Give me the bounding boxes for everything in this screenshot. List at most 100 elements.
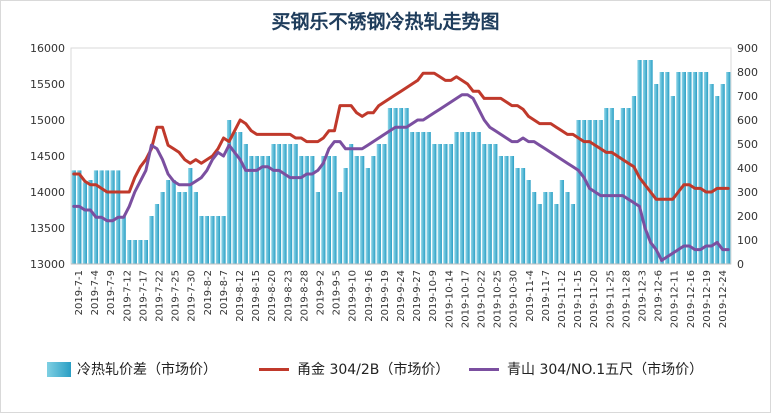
spread-bar: [482, 144, 487, 264]
spread-bar: [443, 144, 448, 264]
x-axis-tick-label: 2019-11-12: [557, 270, 568, 328]
legend-line-swatch-yongjin: [259, 367, 289, 371]
spread-bar: [698, 72, 703, 264]
spread-bar: [703, 72, 709, 264]
legend-item-qingshan: 青山 304/NO.1五尺（市场价）: [469, 356, 703, 382]
spread-bar: [565, 192, 570, 264]
spread-bar: [265, 156, 270, 264]
spread-bar: [587, 120, 592, 264]
x-axis-tick-label: 2019-11-7: [541, 270, 552, 322]
x-axis-tick-label: 2019-10-14: [444, 270, 455, 328]
x-axis-tick-label: 2019-10-25: [493, 270, 504, 328]
legend-label-yongjin: 甬金 304/2B（市场价）: [297, 362, 450, 378]
x-axis-tick-label: 2019-7-25: [171, 270, 182, 322]
spread-bar: [681, 72, 686, 264]
x-axis-tick-label: 2019-12-19: [702, 270, 713, 328]
spread-bar: [465, 132, 470, 264]
x-axis-tick-label: 2019-9-24: [396, 270, 407, 322]
x-axis-tick-label: 2019-9-5: [332, 270, 343, 315]
x-axis-tick-label: 2019-8-12: [235, 270, 246, 322]
spread-bar: [604, 108, 609, 264]
x-axis-tick-label: 2019-12-11: [670, 270, 681, 328]
spread-bar: [365, 168, 370, 264]
spread-bar: [71, 170, 76, 264]
x-axis-tick-label: 2019-9-19: [380, 270, 391, 322]
chart-plot-area: 13000 13500 14000 14500 15000 15500 16000 0 100 2…: [30, 42, 758, 328]
spread-bar: [493, 144, 498, 264]
spread-bar: [321, 156, 326, 264]
right-axis-tick-label: 0: [737, 258, 744, 271]
x-axis-tick-label: 2019-11-28: [621, 270, 632, 328]
spread-bar: [343, 168, 348, 264]
right-axis-tick-label: 300: [737, 186, 758, 199]
spread-bar: [82, 182, 87, 264]
spread-bar: [637, 60, 642, 264]
spread-bar: [260, 156, 265, 264]
x-axis-tick-label: 2019-11-15: [573, 270, 584, 328]
spread-bar: [110, 170, 115, 264]
spread-bar: [304, 156, 309, 264]
spread-bar: [271, 144, 276, 264]
spread-bar: [437, 144, 442, 264]
x-axis-tick-label: 2019-10-9: [428, 270, 439, 322]
qingshan-price-line: [72, 93, 730, 262]
x-axis-tick-label: 2019-7-4: [90, 270, 101, 315]
x-axis-tick-label: 2019-12-6: [654, 270, 665, 322]
x-axis-tick-label: 2019-7-9: [106, 270, 117, 315]
spread-bar: [121, 216, 126, 264]
legend-bar-swatch: [47, 361, 71, 377]
spread-bar: [77, 170, 82, 264]
spread-bar: [409, 132, 415, 264]
spread-bar: [232, 132, 237, 264]
x-axis-tick-label: 2019-7-30: [187, 270, 198, 322]
left-axis-tick-label: 14500: [30, 150, 65, 163]
spread-bar: [570, 204, 576, 264]
spread-bar: [132, 240, 137, 264]
right-axis-tick-label: 900: [737, 42, 758, 55]
x-axis-tick-label: 2019-7-17: [138, 270, 149, 322]
right-axis-tick-label: 400: [737, 162, 758, 175]
spread-bar: [287, 144, 293, 264]
spread-bar: [515, 168, 520, 264]
spread-bar: [182, 192, 187, 264]
spread-bar: [326, 156, 332, 264]
left-axis-tick-label: 13500: [30, 222, 65, 235]
spread-bar: [221, 216, 226, 264]
spread-bar: [476, 132, 481, 264]
left-axis-tick-label: 15500: [30, 78, 65, 91]
spread-bar: [215, 216, 221, 264]
legend-label-spread: 冷热轧价差（市场价）: [77, 362, 217, 378]
right-axis-tick-label: 600: [737, 114, 758, 127]
spread-bar: [387, 108, 393, 264]
x-axis-tick-label: 2019-8-7: [219, 270, 230, 315]
spread-bar: [598, 120, 603, 264]
spread-bar: [548, 192, 553, 264]
spread-bar: [332, 156, 337, 264]
x-axis-tick-label: 2019-8-15: [251, 270, 262, 322]
spread-bar: [149, 216, 154, 264]
legend-item-spread: 冷热轧价差（市场价）: [47, 356, 217, 382]
spread-bar: [315, 192, 320, 264]
spread-bar: [642, 60, 648, 264]
x-axis-tick-label: 2019-12-24: [718, 270, 729, 328]
spread-bar: [504, 156, 509, 264]
x-axis-tick-label: 2019-8-2: [203, 270, 214, 315]
x-axis-tick-label: 2019-12-16: [686, 270, 697, 328]
spread-bar: [143, 240, 148, 264]
spread-bar: [138, 240, 143, 264]
spread-bar: [448, 144, 454, 264]
spread-bar: [171, 180, 176, 264]
spread-bar: [299, 156, 304, 264]
spread-bar: [293, 144, 298, 264]
x-axis-tick-label: 2019-11-4: [525, 270, 536, 322]
spread-bar: [676, 72, 681, 264]
spread-bar: [626, 108, 631, 264]
spread-bar: [648, 60, 653, 264]
spread-bar: [670, 96, 675, 264]
spread-bar: [454, 132, 459, 264]
spread-bar: [498, 156, 503, 264]
spread-bar: [459, 132, 465, 264]
spread-bar: [382, 144, 387, 264]
x-axis-tick-label: 2019-11-20: [589, 270, 600, 328]
spread-bar: [254, 156, 259, 264]
